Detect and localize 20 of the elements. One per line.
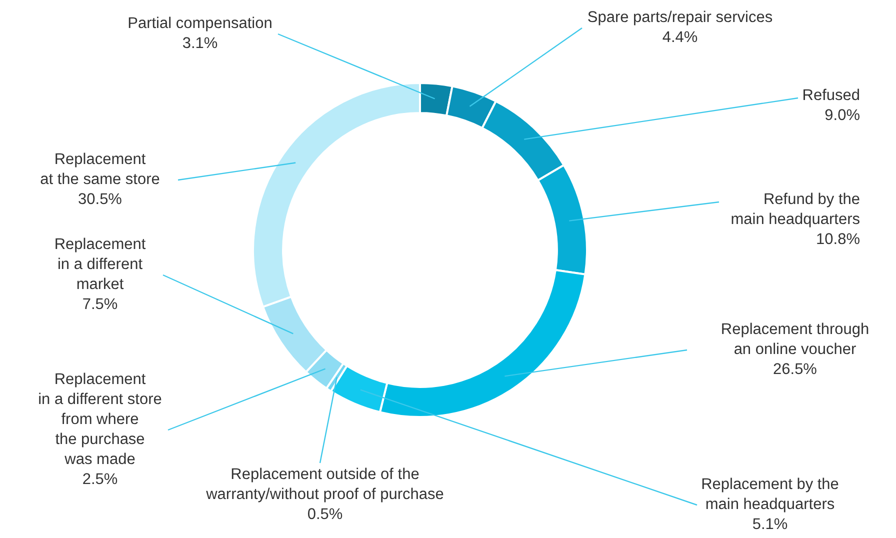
- data-label: 5.1%: [752, 516, 788, 533]
- slice-label: Replacement at the same store: [40, 151, 160, 188]
- data-label: 30.5%: [78, 191, 122, 208]
- data-label: 7.5%: [82, 296, 118, 313]
- slice-label: Replacement through an online voucher: [720, 321, 870, 358]
- data-label: 4.4%: [662, 29, 698, 46]
- data-label: 3.1%: [182, 35, 218, 52]
- data-label: 10.8%: [816, 231, 860, 248]
- data-label: 9.0%: [824, 107, 860, 124]
- data-label: 26.5%: [773, 361, 817, 378]
- slice-label: Refused: [802, 87, 860, 104]
- slice-label: Spare parts/repair services: [587, 9, 773, 26]
- slice-label: Partial compensation: [128, 15, 272, 32]
- slice-label: Replacement in a different store from where the purchase was made: [38, 371, 162, 468]
- slice-label: Replacement by the main headquarters: [701, 476, 839, 513]
- slice-label: Replacement outside of the warranty/without proof of purchase: [206, 466, 444, 503]
- slice-label: Replacement in a different market: [54, 236, 146, 293]
- data-label: 0.5%: [307, 506, 343, 523]
- slice-label: Refund by the main headquarters: [730, 191, 860, 228]
- data-label: 2.5%: [82, 471, 118, 488]
